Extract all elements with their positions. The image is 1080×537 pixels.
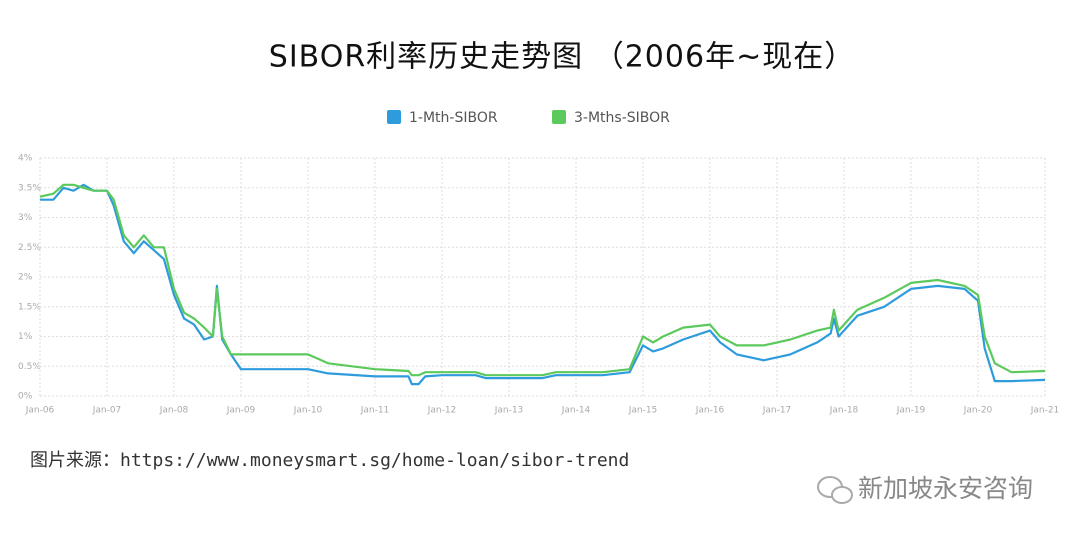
x-tick-label: Jan-07 (92, 406, 122, 416)
x-tick-label: Jan-09 (226, 406, 256, 416)
x-tick-label: Jan-06 (25, 406, 55, 416)
x-tick-label: Jan-16 (695, 406, 725, 416)
x-tick-label: Jan-18 (829, 406, 859, 416)
legend-label: 1-Mth-SIBOR (409, 110, 498, 126)
x-tick-label: Jan-14 (561, 406, 591, 416)
y-tick-label: 4% (18, 154, 33, 164)
x-tick-label: Jan-12 (427, 406, 457, 416)
x-tick-label: Jan-19 (896, 406, 926, 416)
x-tick-label: Jan-21 (1030, 406, 1060, 416)
y-tick-label: 1% (18, 332, 33, 342)
x-tick-label: Jan-11 (360, 406, 390, 416)
x-tick-label: Jan-15 (628, 406, 658, 416)
y-tick-label: 2% (18, 273, 33, 283)
watermark: 新加坡永安咨询 (858, 474, 1033, 503)
y-tick-label: 0% (18, 392, 33, 402)
source-note: 图片来源：https://www.moneysmart.sg/home-loan… (30, 450, 629, 471)
legend-label: 3-Mths-SIBOR (574, 110, 670, 126)
y-tick-label: 1.5% (18, 302, 41, 312)
y-tick-label: 3% (18, 213, 33, 223)
legend-item: 1-Mth-SIBOR (387, 110, 498, 126)
x-tick-label: Jan-17 (762, 406, 792, 416)
series-line (39, 183, 1046, 377)
legend-item: 3-Mths-SIBOR (552, 110, 670, 126)
plot-area: 0% 0.5% 1% 1.5% 2% 2.5% 3% 3.5% 4% Jan-06 Jan-07 Ja… (18, 154, 1059, 416)
x-tick-label: Jan-08 (159, 406, 189, 416)
y-tick-label: 2.5% (18, 243, 41, 253)
x-tick-label: Jan-10 (293, 406, 323, 416)
chart-title: SIBOR利率历史走势图 （2006年~现在） (269, 40, 855, 75)
series-line (40, 183, 1046, 386)
x-tick-label: Jan-13 (494, 406, 524, 416)
watermark-icon (817, 476, 853, 504)
legend-swatch (387, 110, 401, 124)
y-tick-label: 0.5% (18, 362, 41, 372)
x-tick-label: Jan-20 (963, 406, 993, 416)
y-tick-label: 3.5% (18, 183, 41, 193)
legend-swatch (552, 110, 566, 124)
